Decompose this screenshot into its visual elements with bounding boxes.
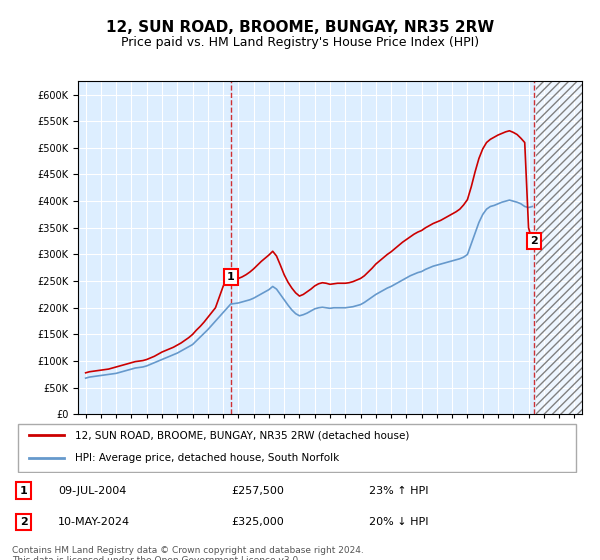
Text: 1: 1: [20, 486, 28, 496]
Text: 2: 2: [20, 517, 28, 527]
Text: 12, SUN ROAD, BROOME, BUNGAY, NR35 2RW: 12, SUN ROAD, BROOME, BUNGAY, NR35 2RW: [106, 20, 494, 35]
Text: HPI: Average price, detached house, South Norfolk: HPI: Average price, detached house, Sout…: [76, 453, 340, 463]
Text: 10-MAY-2024: 10-MAY-2024: [58, 517, 130, 527]
FancyBboxPatch shape: [18, 424, 577, 472]
Bar: [536, 81, 582, 414]
Text: 1: 1: [227, 272, 235, 282]
Text: £257,500: £257,500: [231, 486, 284, 496]
Text: £325,000: £325,000: [231, 517, 284, 527]
Text: 23% ↑ HPI: 23% ↑ HPI: [369, 486, 428, 496]
Bar: [536, 81, 582, 414]
Text: Contains HM Land Registry data © Crown copyright and database right 2024.
This d: Contains HM Land Registry data © Crown c…: [12, 546, 364, 560]
Text: 20% ↓ HPI: 20% ↓ HPI: [369, 517, 428, 527]
Text: 09-JUL-2004: 09-JUL-2004: [58, 486, 127, 496]
Text: Price paid vs. HM Land Registry's House Price Index (HPI): Price paid vs. HM Land Registry's House …: [121, 36, 479, 49]
Text: 2: 2: [530, 236, 538, 246]
Text: 12, SUN ROAD, BROOME, BUNGAY, NR35 2RW (detached house): 12, SUN ROAD, BROOME, BUNGAY, NR35 2RW (…: [76, 431, 410, 440]
